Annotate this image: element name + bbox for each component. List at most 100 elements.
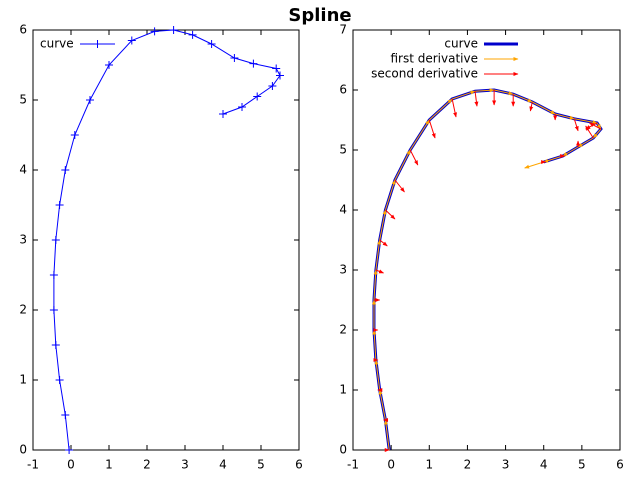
y-tick-label: 5: [339, 143, 347, 157]
vector-arrow: [585, 125, 594, 139]
y-tick-label: 1: [19, 373, 27, 387]
legend-label: second derivative: [371, 67, 478, 81]
vector-arrow: [555, 113, 575, 120]
point-marker: [51, 236, 60, 244]
y-tick-label: 6: [339, 83, 347, 97]
vector-arrow: [573, 118, 579, 132]
x-tick-label: 4: [540, 458, 548, 472]
point-marker: [70, 131, 79, 139]
x-tick-label: 0: [67, 458, 75, 472]
point-marker: [51, 341, 60, 349]
point-marker: [127, 36, 136, 45]
point-marker: [55, 201, 64, 209]
vector-arrow: [394, 179, 405, 193]
vector-arrow: [374, 359, 381, 391]
y-tick-label: 6: [19, 23, 27, 37]
point-marker: [253, 92, 262, 101]
point-marker: [230, 54, 239, 62]
point-marker: [49, 271, 58, 279]
x-tick-label: 5: [257, 458, 265, 472]
vector-arrow: [532, 101, 556, 115]
y-tick-label: 5: [19, 93, 27, 107]
y-tick-label: 0: [19, 443, 27, 457]
vector-arrow: [384, 419, 390, 451]
point-marker: [65, 446, 74, 454]
point-marker: [61, 166, 70, 174]
y-tick-label: 3: [339, 263, 347, 277]
vector-arrow: [375, 269, 384, 274]
vector-arrow: [474, 91, 479, 107]
y-tick-label: 2: [339, 323, 347, 337]
point-marker: [61, 411, 70, 419]
vector-arrow: [409, 149, 419, 166]
point-marker: [238, 103, 246, 111]
point-marker: [249, 59, 258, 68]
point-marker: [219, 110, 227, 118]
x-tick-label: -1: [347, 458, 359, 472]
vector-arrow: [475, 88, 495, 93]
vector-arrow: [562, 146, 579, 157]
x-tick-label: 1: [425, 458, 433, 472]
x-tick-label: 1: [105, 458, 113, 472]
x-tick-label: 5: [578, 458, 586, 472]
vector-arrow: [524, 161, 544, 169]
vector-arrow: [543, 155, 563, 163]
y-tick-label: 1: [339, 383, 347, 397]
x-tick-label: 2: [464, 458, 472, 472]
vector-arrow: [589, 122, 602, 130]
vector-arrow: [574, 118, 598, 125]
vector-arrow: [577, 137, 594, 148]
vector-arrow: [385, 209, 396, 220]
x-tick-label: 3: [502, 458, 510, 472]
vector-arrow: [494, 89, 514, 96]
vector-arrow: [384, 179, 396, 211]
legend-label: curve: [444, 37, 478, 51]
x-tick-label: -1: [27, 458, 39, 472]
x-tick-label: 3: [181, 458, 189, 472]
y-tick-label: 0: [339, 443, 347, 457]
vector-arrow: [379, 209, 387, 241]
vector-arrow: [452, 90, 476, 100]
point-marker: [188, 30, 197, 39]
vector-arrow: [409, 119, 430, 151]
x-tick-label: 6: [295, 458, 303, 472]
vector-arrow: [529, 101, 534, 112]
y-tick-label: 2: [19, 303, 27, 317]
point-marker: [207, 40, 216, 48]
x-tick-label: 0: [387, 458, 395, 472]
y-tick-label: 4: [19, 163, 27, 177]
vector-arrow: [378, 389, 386, 421]
vector-arrow: [379, 239, 388, 247]
vector-arrow: [451, 98, 458, 118]
point-marker: [105, 61, 113, 69]
point-marker: [268, 82, 277, 90]
legend-label: first derivative: [390, 52, 478, 66]
vector-arrow: [513, 93, 533, 103]
point-marker: [276, 71, 284, 80]
x-tick-label: 6: [616, 458, 624, 472]
point-marker: [49, 306, 58, 314]
point-marker: [169, 26, 178, 34]
vector-arrow: [375, 239, 382, 271]
legend-label: curve: [40, 37, 74, 51]
vector-arrow: [373, 269, 378, 301]
legend-marker: [93, 40, 102, 48]
vector-arrow: [372, 329, 377, 361]
point-marker: [150, 27, 159, 36]
vector-arrow: [428, 98, 453, 121]
plot-frame: [352, 29, 621, 451]
vector-arrow: [428, 119, 436, 139]
x-tick-label: 2: [143, 458, 151, 472]
y-tick-label: 3: [19, 233, 27, 247]
y-tick-label: 4: [339, 203, 347, 217]
x-tick-label: 4: [219, 458, 227, 472]
point-marker: [86, 96, 94, 104]
point-marker: [55, 376, 64, 384]
figure-title: Spline: [288, 5, 351, 26]
vector-arrow: [592, 128, 602, 139]
vector-arrow: [394, 149, 411, 181]
vector-arrow: [596, 122, 602, 130]
point-marker: [272, 64, 281, 73]
